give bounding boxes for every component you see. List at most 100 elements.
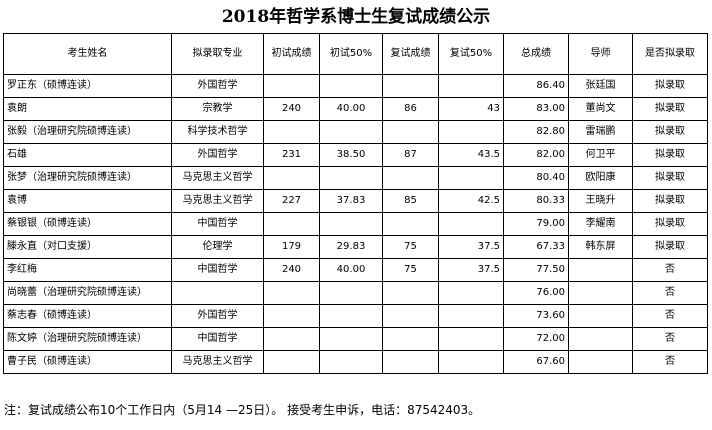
cell-name: 张毅（治理研究院硕博连读） [3, 120, 172, 144]
cell-initial: 240 [263, 258, 320, 282]
table-row: 李红梅 中国哲学 240 40.00 75 37.5 77.50 否 [3, 258, 708, 282]
table-row: 张毅（治理研究院硕博连读） 科学技术哲学 82.80 雷瑞鹏 拟录取 [3, 120, 708, 144]
cell-total: 67.60 [503, 350, 569, 374]
cell-name: 石雄 [3, 143, 172, 167]
cell-retest [382, 304, 439, 328]
cell-advisor: 何卫平 [568, 143, 633, 167]
cell-retest50: 37.5 [438, 235, 504, 259]
cell-name: 罗正东（硕博连读） [3, 74, 172, 98]
cell-advisor [568, 258, 633, 282]
cell-initial50 [319, 166, 383, 190]
cell-name: 陈文婷（治理研究院硕博连读） [3, 327, 172, 351]
cell-retest: 75 [382, 235, 439, 259]
cell-total: 82.80 [503, 120, 569, 144]
cell-initial50: 38.50 [319, 143, 383, 167]
cell-initial50 [319, 212, 383, 236]
cell-decision: 拟录取 [632, 166, 708, 190]
cell-retest50: 43 [438, 97, 504, 121]
table-row: 蔡志春（硕博连读） 外国哲学 73.60 否 [3, 304, 708, 328]
table-row: 罗正东（硕博连读） 外国哲学 86.40 张廷国 拟录取 [3, 74, 708, 98]
cell-major: 科学技术哲学 [171, 120, 264, 144]
cell-retest50 [438, 350, 504, 374]
cell-total: 76.00 [503, 281, 569, 305]
footer-note: 注：复试成绩公布10个工作日内（5月14 —25日）。 接受考生申诉，电话：87… [4, 403, 481, 417]
cell-retest50 [438, 120, 504, 144]
header-initial-score: 初试成绩 [263, 33, 320, 75]
cell-name: 袁朗 [3, 97, 172, 121]
cell-advisor [568, 304, 633, 328]
cell-decision: 否 [632, 281, 708, 305]
cell-advisor [568, 350, 633, 374]
header-name: 考生姓名 [3, 33, 172, 75]
cell-major: 马克思主义哲学 [171, 166, 264, 190]
cell-name: 蔡银银（硕博连读） [3, 212, 172, 236]
cell-total: 82.00 [503, 143, 569, 167]
cell-decision: 否 [632, 327, 708, 351]
cell-decision: 否 [632, 350, 708, 374]
table-row: 陈文婷（治理研究院硕博连读） 中国哲学 72.00 否 [3, 327, 708, 351]
table-row: 曹子民（硕博连读） 马克思主义哲学 67.60 否 [3, 350, 708, 374]
cell-retest50: 37.5 [438, 258, 504, 282]
cell-initial50: 40.00 [319, 97, 383, 121]
header-major: 拟录取专业 [171, 33, 264, 75]
cell-decision: 拟录取 [632, 189, 708, 213]
cell-initial [263, 281, 320, 305]
cell-major: 宗教学 [171, 97, 264, 121]
cell-major: 马克思主义哲学 [171, 189, 264, 213]
cell-major: 外国哲学 [171, 74, 264, 98]
cell-initial50: 37.83 [319, 189, 383, 213]
header-total: 总成绩 [503, 33, 569, 75]
cell-total: 67.33 [503, 235, 569, 259]
cell-major [171, 281, 264, 305]
cell-retest [382, 327, 439, 351]
cell-retest [382, 212, 439, 236]
header-advisor: 导师 [568, 33, 633, 75]
cell-decision: 拟录取 [632, 143, 708, 167]
cell-total: 86.40 [503, 74, 569, 98]
cell-initial [263, 304, 320, 328]
cell-decision: 拟录取 [632, 74, 708, 98]
cell-advisor: 王晓升 [568, 189, 633, 213]
cell-retest [382, 166, 439, 190]
cell-major: 中国哲学 [171, 258, 264, 282]
table-header-row: 考生姓名 拟录取专业 初试成绩 初试50% 复试成绩 复试50% 总成绩 导师 … [3, 33, 708, 75]
cell-total: 80.33 [503, 189, 569, 213]
cell-advisor: 韩东屏 [568, 235, 633, 259]
cell-retest50: 43.5 [438, 143, 504, 167]
cell-initial [263, 74, 320, 98]
cell-total: 77.50 [503, 258, 569, 282]
header-decision: 是否拟录取 [632, 33, 708, 75]
table-row: 蔡银银（硕博连读） 中国哲学 79.00 李耀南 拟录取 [3, 212, 708, 236]
cell-initial [263, 350, 320, 374]
cell-initial50 [319, 350, 383, 374]
cell-advisor: 李耀南 [568, 212, 633, 236]
table-row: 尚晓蕾（治理研究院硕博连读） 76.00 否 [3, 281, 708, 305]
cell-retest [382, 350, 439, 374]
cell-advisor: 董尚文 [568, 97, 633, 121]
cell-name: 张梦（治理研究院硕博连读） [3, 166, 172, 190]
header-retest-50: 复试50% [438, 33, 504, 75]
cell-retest: 85 [382, 189, 439, 213]
cell-name: 滕永直（对口支援） [3, 235, 172, 259]
cell-total: 80.40 [503, 166, 569, 190]
cell-retest: 86 [382, 97, 439, 121]
header-retest-score: 复试成绩 [382, 33, 439, 75]
cell-initial: 231 [263, 143, 320, 167]
cell-name: 蔡志春（硕博连读） [3, 304, 172, 328]
cell-initial [263, 120, 320, 144]
cell-initial50 [319, 281, 383, 305]
cell-initial: 227 [263, 189, 320, 213]
cell-advisor [568, 327, 633, 351]
cell-name: 袁博 [3, 189, 172, 213]
cell-initial50: 40.00 [319, 258, 383, 282]
cell-name: 尚晓蕾（治理研究院硕博连读） [3, 281, 172, 305]
cell-major: 外国哲学 [171, 143, 264, 167]
cell-advisor: 雷瑞鹏 [568, 120, 633, 144]
cell-initial50 [319, 74, 383, 98]
cell-initial50 [319, 120, 383, 144]
results-table: 考生姓名 拟录取专业 初试成绩 初试50% 复试成绩 复试50% 总成绩 导师 … [3, 33, 708, 374]
cell-decision: 拟录取 [632, 235, 708, 259]
cell-retest50 [438, 304, 504, 328]
cell-retest50 [438, 281, 504, 305]
cell-advisor [568, 281, 633, 305]
